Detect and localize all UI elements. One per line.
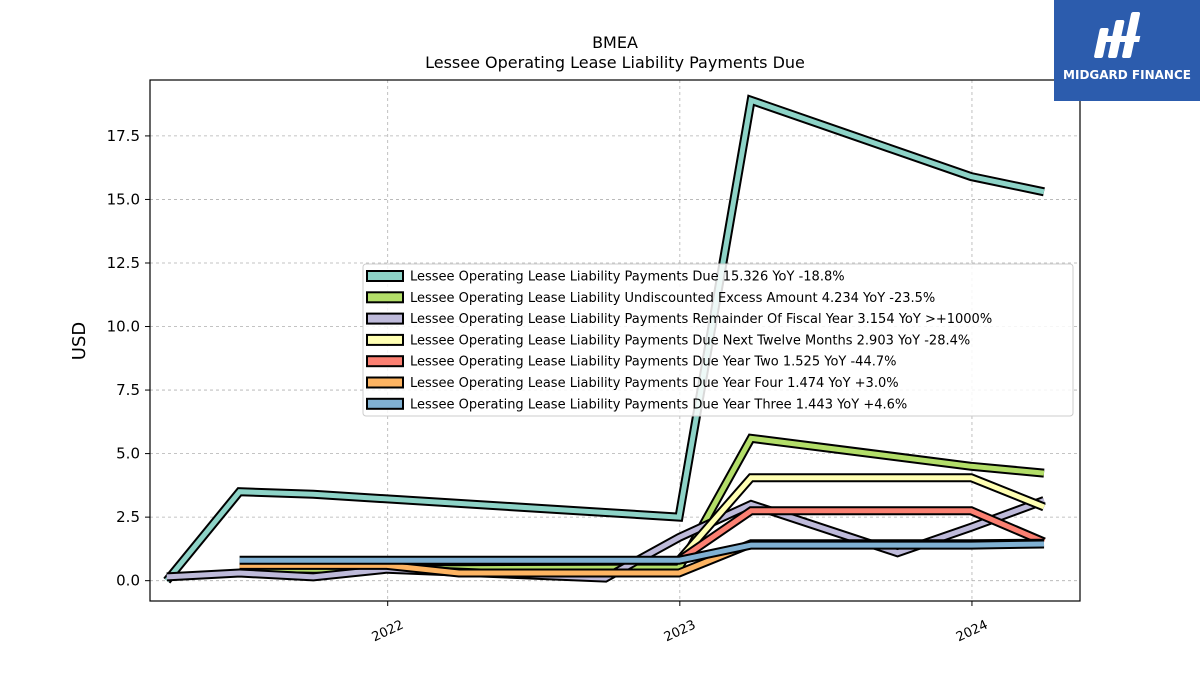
y-axis-label: USD <box>69 322 90 360</box>
series-lines <box>163 94 1046 584</box>
series-line-stroke <box>164 96 1045 583</box>
legend-entry: Lessee Operating Lease Liability Payment… <box>410 333 970 348</box>
y-tick-label: 0.0 <box>116 572 140 590</box>
logo-text: MIDGARD FINANCE <box>1063 68 1191 82</box>
y-tick-label: 15.0 <box>107 190 140 208</box>
legend-swatch <box>366 291 404 304</box>
legend-entry: Lessee Operating Lease Liability Payment… <box>410 270 845 285</box>
legend-swatch <box>366 270 404 282</box>
legend-entry: Lessee Operating Lease Liability Payment… <box>410 312 992 327</box>
legend-swatch <box>366 355 404 368</box>
series-line-stroke <box>239 541 1045 563</box>
y-tick-label: 10.0 <box>107 318 140 336</box>
series-line <box>239 539 1045 565</box>
x-tick-label: 2023 <box>662 618 698 646</box>
series-line-stroke <box>677 508 1045 563</box>
chart-subtitle: Lessee Operating Lease Liability Payment… <box>425 53 805 72</box>
y-tick-label: 17.5 <box>107 127 140 145</box>
y-tick-label: 12.5 <box>107 254 140 272</box>
legend-swatch <box>366 312 404 325</box>
x-axis: 2022 2023 2024 <box>370 601 990 646</box>
midgard-finance-logo-icon <box>1094 12 1141 58</box>
series-line <box>675 473 1046 564</box>
legend-swatch <box>366 376 404 389</box>
series-line <box>676 506 1046 565</box>
legend-entry: Lessee Operating Lease Liability Payment… <box>410 397 907 412</box>
legend-box <box>362 263 1074 417</box>
y-tick-label: 5.0 <box>116 445 140 463</box>
legend-entry: Lessee Operating Lease Liability Undisco… <box>410 291 935 306</box>
chart-title: BMEA <box>592 33 638 52</box>
legend-entry: Lessee Operating Lease Liability Payment… <box>410 376 899 391</box>
y-tick-label: 2.5 <box>116 508 140 526</box>
series-line <box>163 94 1045 584</box>
x-tick-label: 2022 <box>370 618 406 646</box>
y-tick-label: 7.5 <box>116 381 140 399</box>
logo: MIDGARD FINANCE <box>1054 0 1200 101</box>
y-axis: 0.0 2.5 5.0 7.5 10.0 12.5 15.0 17.5 <box>107 127 150 590</box>
legend-entry: Lessee Operating Lease Liability Payment… <box>410 355 896 370</box>
series-line-stroke <box>677 475 1045 562</box>
legend-swatch <box>366 397 404 410</box>
legend: Lessee Operating Lease Liability Payment… <box>362 263 1074 417</box>
x-tick-label: 2024 <box>954 618 990 646</box>
legend-swatch <box>366 333 404 346</box>
plot-frame <box>149 79 1081 602</box>
